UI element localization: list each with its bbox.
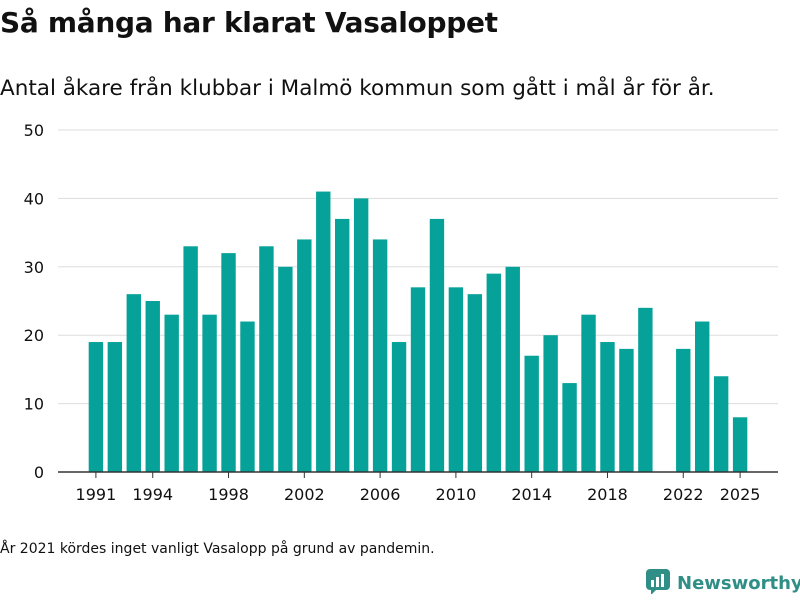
bar-2004 [335, 218, 350, 472]
bar-2010 [448, 287, 464, 472]
bar-2003 [316, 191, 331, 472]
x-tick-label: 2018 [587, 485, 628, 504]
chart-subtitle: Antal åkare från klubbar i Malmö kommun … [0, 76, 715, 101]
y-tick-label: 10 [24, 395, 44, 414]
bar-1991 [88, 342, 104, 472]
bar-2016 [562, 383, 577, 472]
bar-2008 [410, 287, 426, 472]
x-tick-label: 2025 [720, 485, 761, 504]
bar-1999 [240, 321, 255, 472]
bar-2017 [581, 314, 596, 472]
bar-2024 [713, 376, 729, 472]
bar-1997 [202, 314, 217, 472]
bar-2007 [391, 342, 407, 472]
x-tick-label: 2010 [436, 485, 477, 504]
footnote: År 2021 kördes inget vanligt Vasalopp på… [0, 541, 435, 557]
y-tick-label: 30 [24, 258, 44, 277]
brand-name: Newsworthy [677, 572, 800, 594]
bar-2001 [278, 266, 293, 472]
x-tick-label: 2002 [284, 485, 325, 504]
bar-2009 [429, 218, 445, 472]
x-tick-label: 1998 [208, 485, 249, 504]
y-tick-label: 40 [24, 189, 44, 208]
brand-logo: Newsworthy [645, 568, 800, 598]
bar-2002 [297, 239, 312, 472]
bar-1994 [145, 301, 160, 472]
bar-2011 [467, 294, 483, 472]
bar-2014 [524, 355, 539, 472]
bar-2005 [353, 198, 369, 472]
bar-chart-logo-icon [645, 568, 671, 598]
x-tick-label: 1991 [76, 485, 117, 504]
y-tick-label: 0 [34, 463, 44, 482]
bar-2019 [619, 348, 634, 472]
x-tick-label: 2006 [360, 485, 401, 504]
x-tick-label: 1994 [132, 485, 173, 504]
bar-2025 [732, 417, 748, 472]
bar-1993 [126, 294, 141, 472]
y-tick-label: 50 [24, 121, 44, 140]
bar-1992 [107, 342, 123, 472]
bar-2018 [600, 342, 615, 472]
chart-title: Så många har klarat Vasaloppet [0, 6, 498, 39]
y-tick-label: 20 [24, 326, 44, 345]
bar-2013 [505, 266, 520, 472]
bar-1995 [164, 314, 179, 472]
bar-1996 [183, 246, 198, 472]
x-tick-label: 2014 [511, 485, 552, 504]
bar-1998 [221, 253, 236, 472]
x-axis-ticks: 1991 1994 1998 2002 2006 2010 2014 2018 2022 2025 [76, 472, 761, 504]
bar-2012 [486, 273, 501, 472]
bar-2020 [638, 307, 653, 472]
bar-2015 [543, 335, 558, 472]
bar-2006 [372, 239, 388, 472]
x-tick-label: 2022 [663, 485, 704, 504]
bar-2023 [695, 321, 710, 472]
bars [88, 191, 748, 472]
bar-2000 [259, 246, 274, 472]
y-axis-ticks: 0 10 20 30 40 50 [24, 121, 44, 482]
bar-2022 [676, 348, 691, 472]
